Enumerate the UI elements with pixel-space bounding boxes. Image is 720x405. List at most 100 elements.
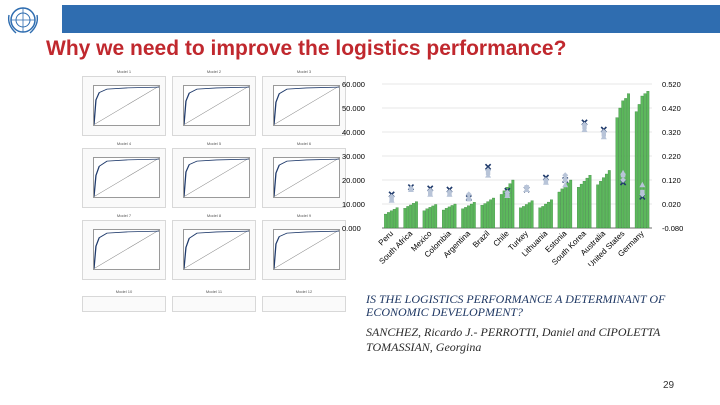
marker-triangle bbox=[485, 172, 492, 178]
bar bbox=[392, 209, 396, 229]
header-bar bbox=[62, 5, 720, 33]
roc-curve bbox=[182, 157, 251, 198]
bar bbox=[538, 207, 542, 229]
bar bbox=[604, 173, 608, 229]
y-left-tick-label: 60.000 bbox=[342, 80, 365, 89]
bar bbox=[577, 187, 580, 229]
bar bbox=[560, 188, 564, 229]
bar bbox=[524, 204, 528, 229]
roc-curve bbox=[272, 229, 341, 270]
roc-thumbnail: Model 3 bbox=[262, 69, 346, 136]
bar bbox=[406, 206, 410, 229]
caption: IS THE LOGISTICS PERFORMANCE A DETERMINA… bbox=[366, 293, 716, 355]
bar bbox=[607, 170, 611, 229]
bar bbox=[464, 207, 467, 229]
bar bbox=[502, 190, 506, 229]
bar bbox=[596, 184, 600, 229]
bar bbox=[566, 182, 570, 229]
bar bbox=[640, 95, 644, 229]
roc-thumbnail: Model 1 bbox=[82, 69, 166, 136]
y-left-tick-label: 40.000 bbox=[342, 128, 365, 137]
marker-triangle bbox=[542, 179, 549, 185]
bar bbox=[415, 201, 418, 229]
bar bbox=[618, 107, 622, 229]
roc-thumbnail: Model 10 bbox=[82, 289, 166, 312]
roc-model-label: Model 6 bbox=[296, 141, 312, 146]
roc-curve bbox=[272, 157, 341, 198]
y-left-tick-label: 0.000 bbox=[342, 224, 361, 233]
bar bbox=[505, 187, 509, 229]
bar bbox=[467, 205, 470, 229]
bar bbox=[403, 208, 407, 229]
roc-model-label: Model 3 bbox=[296, 69, 312, 74]
y-right-tick-label: 0.520 bbox=[662, 80, 681, 89]
roc-curve bbox=[92, 229, 161, 270]
y-left-tick-label: 20.000 bbox=[342, 176, 365, 185]
marker-triangle bbox=[581, 126, 588, 132]
bar bbox=[469, 203, 473, 229]
bar bbox=[646, 91, 650, 229]
marker-diamond bbox=[581, 121, 588, 128]
y-right-tick-label: 0.020 bbox=[662, 200, 681, 209]
roc-model-label: Model 9 bbox=[296, 213, 312, 218]
page-number: 29 bbox=[663, 380, 675, 391]
bar bbox=[530, 200, 534, 229]
bar bbox=[480, 205, 484, 229]
roc-thumbnail: Model 5 bbox=[172, 141, 256, 208]
marker-triangle bbox=[504, 192, 511, 198]
roc-curve bbox=[92, 157, 161, 198]
roc-thumbnail: Model 11 bbox=[172, 289, 256, 312]
bar bbox=[428, 207, 432, 229]
roc-model-label: Model 12 bbox=[295, 289, 313, 294]
roc-thumbnail: Model 12 bbox=[262, 289, 346, 312]
roc-model-label: Model 8 bbox=[206, 213, 222, 218]
un-emblem-icon bbox=[7, 7, 39, 34]
bar bbox=[422, 210, 426, 229]
roc-thumbnail: Model 9 bbox=[262, 213, 346, 280]
roc-thumbnail: Model 6 bbox=[262, 141, 346, 208]
marker-triangle bbox=[465, 193, 472, 200]
bar bbox=[563, 185, 567, 229]
roc-thumbnail: Model 4 bbox=[82, 141, 166, 208]
bar bbox=[508, 183, 512, 229]
bar bbox=[602, 177, 605, 229]
roc-curve bbox=[182, 85, 251, 126]
bar bbox=[387, 212, 390, 229]
bar bbox=[489, 199, 493, 229]
bar bbox=[637, 104, 641, 229]
bar bbox=[499, 194, 503, 229]
bar bbox=[550, 199, 553, 229]
bar bbox=[585, 177, 589, 229]
roc-model-label: Model 4 bbox=[116, 141, 132, 146]
roc-thumbnail-grid: Model 1 Model 2 Model 3 Model 4 Model 5 Model… bbox=[82, 69, 346, 312]
bar bbox=[453, 203, 457, 229]
y-right-tick-label: 0.320 bbox=[662, 128, 681, 137]
bar bbox=[544, 203, 548, 229]
bar bbox=[588, 175, 592, 229]
bar bbox=[582, 181, 586, 229]
y-right-tick-label: 0.220 bbox=[662, 152, 681, 161]
bar bbox=[395, 207, 399, 229]
y-right-tick-label: 0.420 bbox=[662, 104, 681, 113]
roc-model-label: Model 1 bbox=[116, 69, 132, 74]
bar bbox=[483, 203, 487, 229]
marker-triangle bbox=[427, 191, 434, 197]
roc-model-label: Model 10 bbox=[115, 289, 133, 294]
marker-square bbox=[563, 177, 568, 183]
roc-model-label: Model 5 bbox=[206, 141, 222, 146]
y-right-tick-label: -0.080 bbox=[662, 224, 683, 233]
bar bbox=[547, 201, 550, 229]
bar bbox=[425, 208, 429, 229]
bar bbox=[389, 210, 393, 229]
roc-curve bbox=[92, 85, 161, 126]
bar bbox=[461, 208, 465, 229]
bar bbox=[634, 111, 638, 229]
bar bbox=[557, 191, 561, 229]
bar bbox=[541, 206, 545, 229]
bar bbox=[615, 117, 619, 229]
bar bbox=[409, 204, 413, 229]
y-left-tick-label: 50.000 bbox=[342, 104, 365, 113]
bar bbox=[442, 209, 445, 229]
bar bbox=[486, 201, 490, 229]
marker-triangle bbox=[562, 181, 569, 188]
